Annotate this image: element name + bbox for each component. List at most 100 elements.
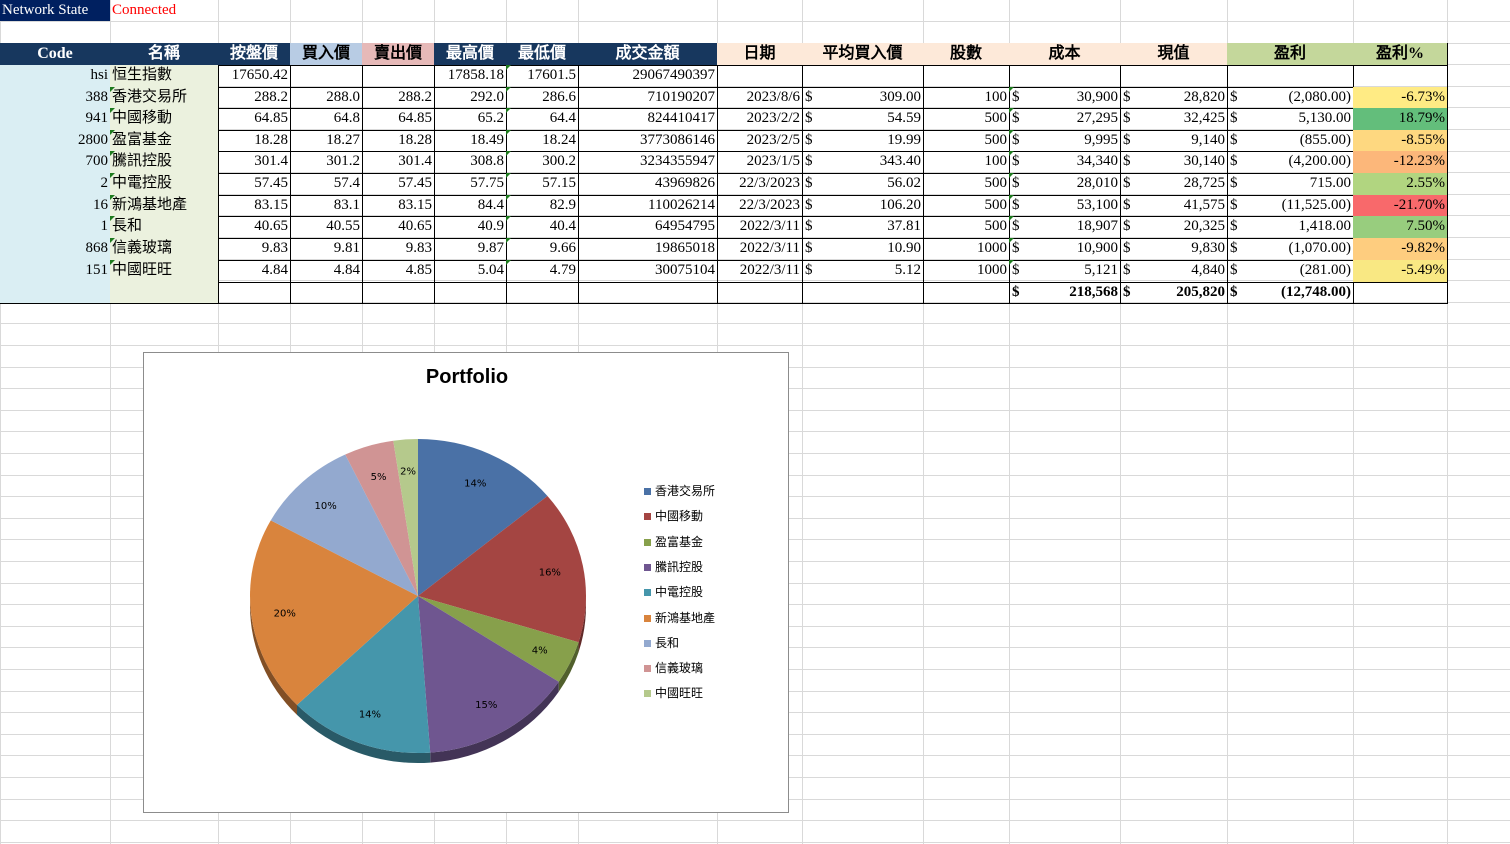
cell-r6-c12[interactable]: $41,575 (1120, 195, 1228, 217)
cell-r8-c4[interactable]: 9.83 (362, 238, 435, 261)
cell-r7-c1[interactable]: 長和 (110, 216, 219, 239)
cell-r6-c0[interactable]: 16 (0, 195, 111, 217)
cell-r9-c13[interactable]: $ (281.00) (1227, 260, 1354, 283)
cell-r8-c6[interactable]: 9.66 (506, 238, 579, 261)
cell-r7-c6[interactable]: 40.4 (506, 216, 579, 239)
total-c5[interactable] (434, 282, 507, 304)
cell-r0-c3[interactable] (290, 65, 363, 88)
cell-r5-c5[interactable]: 57.75 (434, 173, 507, 196)
cell-r8-c12[interactable]: $9,830 (1120, 238, 1228, 261)
cell-r7-c14[interactable]: 7.50% (1353, 216, 1448, 239)
cell-r1-c13[interactable]: $ (2,080.00) (1227, 87, 1354, 109)
cell-r4-c5[interactable]: 308.8 (434, 151, 507, 174)
header-9[interactable]: 平均買入價 (802, 43, 924, 66)
cell-r0-c2[interactable]: 17650.42 (218, 65, 291, 88)
pie-slice-3[interactable] (418, 596, 559, 753)
cell-r1-c10[interactable]: 100 (923, 87, 1010, 109)
total-c0[interactable] (0, 282, 111, 304)
cell-r5-c9[interactable]: $56.02 (802, 173, 924, 196)
cell-r1-c12[interactable]: $28,820 (1120, 87, 1228, 109)
cell-r8-c11[interactable]: $10,900 (1009, 238, 1121, 261)
cell-r9-c0[interactable]: 151 (0, 260, 111, 283)
cell-r3-c9[interactable]: $19.99 (802, 130, 924, 152)
cell-r7-c4[interactable]: 40.65 (362, 216, 435, 239)
cell-r8-c8[interactable]: 2022/3/11 (717, 238, 803, 261)
header-4[interactable]: 賣出價 (362, 43, 435, 66)
cell-r2-c13[interactable]: $5,130.00 (1227, 108, 1354, 131)
cell-r8-c13[interactable]: $ (1,070.00) (1227, 238, 1354, 261)
header-1[interactable]: 名稱 (110, 43, 219, 66)
cell-r1-c14[interactable]: -6.73% (1353, 87, 1448, 109)
cell-r6-c9[interactable]: $106.20 (802, 195, 924, 217)
cell-r3-c10[interactable]: 500 (923, 130, 1010, 152)
cell-r7-c5[interactable]: 40.9 (434, 216, 507, 239)
total-c8[interactable] (717, 282, 803, 304)
cell-r0-c5[interactable]: 17858.18 (434, 65, 507, 88)
pie-slice-6[interactable] (270, 454, 418, 596)
header-13[interactable]: 盈利 (1227, 43, 1354, 66)
cell-r2-c2[interactable]: 64.85 (218, 108, 291, 131)
cell-r0-c8[interactable] (717, 65, 803, 88)
cell-r4-c3[interactable]: 301.2 (290, 151, 363, 174)
cell-r1-c1[interactable]: 香港交易所 (110, 87, 219, 109)
cell-r9-c2[interactable]: 4.84 (218, 260, 291, 283)
cell-r5-c14[interactable]: 2.55% (1353, 173, 1448, 196)
cell-r7-c2[interactable]: 40.65 (218, 216, 291, 239)
cell-r6-c1[interactable]: 新鴻基地產 (110, 195, 219, 217)
cell-r7-c11[interactable]: $18,907 (1009, 216, 1121, 239)
cell-r4-c4[interactable]: 301.4 (362, 151, 435, 174)
cell-r1-c0[interactable]: 388 (0, 87, 111, 109)
pie-slice-2[interactable] (418, 596, 579, 682)
cell-r8-c2[interactable]: 9.83 (218, 238, 291, 261)
cell-r6-c5[interactable]: 84.4 (434, 195, 507, 217)
cell-r9-c10[interactable]: 1000 (923, 260, 1010, 283)
cell-r3-c11[interactable]: $9,995 (1009, 130, 1121, 152)
cell-r0-c9[interactable] (802, 65, 924, 88)
pie-slice-7[interactable] (345, 440, 418, 596)
cell-r8-c1[interactable]: 信義玻璃 (110, 238, 219, 261)
cell-r1-c3[interactable]: 288.0 (290, 87, 363, 109)
cell-r9-c7[interactable]: 30075104 (578, 260, 718, 283)
cell-r4-c2[interactable]: 301.4 (218, 151, 291, 174)
cell-r9-c1[interactable]: 中國旺旺 (110, 260, 219, 283)
cell-r6-c14[interactable]: -21.70% (1353, 195, 1448, 217)
cell-r6-c2[interactable]: 83.15 (218, 195, 291, 217)
cell-r5-c10[interactable]: 500 (923, 173, 1010, 196)
cell-r3-c8[interactable]: 2023/2/5 (717, 130, 803, 152)
cell-r2-c6[interactable]: 64.4 (506, 108, 579, 131)
total-value[interactable]: $205,820 (1120, 282, 1228, 304)
header-2[interactable]: 按盤價 (218, 43, 291, 66)
cell-r8-c7[interactable]: 19865018 (578, 238, 718, 261)
cell-r1-c4[interactable]: 288.2 (362, 87, 435, 109)
cell-r0-c4[interactable] (362, 65, 435, 88)
cell-r0-c11[interactable] (1009, 65, 1121, 88)
cell-r0-c10[interactable] (923, 65, 1010, 88)
cell-r9-c4[interactable]: 4.85 (362, 260, 435, 283)
cell-r2-c11[interactable]: $27,295 (1009, 108, 1121, 131)
total-c10[interactable] (923, 282, 1010, 304)
header-5[interactable]: 最高價 (434, 43, 507, 66)
cell-r4-c12[interactable]: $30,140 (1120, 151, 1228, 174)
cell-r8-c9[interactable]: $10.90 (802, 238, 924, 261)
total-c14[interactable] (1353, 282, 1448, 304)
cell-r0-c13[interactable] (1227, 65, 1354, 88)
total-c2[interactable] (218, 282, 291, 304)
cell-r9-c12[interactable]: $4,840 (1120, 260, 1228, 283)
cell-r3-c7[interactable]: 3773086146 (578, 130, 718, 152)
cell-r5-c8[interactable]: 22/3/2023 (717, 173, 803, 196)
total-c4[interactable] (362, 282, 435, 304)
cell-r6-c11[interactable]: $53,100 (1009, 195, 1121, 217)
total-c1[interactable] (110, 282, 219, 304)
cell-r1-c11[interactable]: $30,900 (1009, 87, 1121, 109)
cell-r3-c1[interactable]: 盈富基金 (110, 130, 219, 152)
cell-r1-c8[interactable]: 2023/8/6 (717, 87, 803, 109)
cell-r7-c3[interactable]: 40.55 (290, 216, 363, 239)
header-0[interactable]: Code (0, 43, 111, 66)
cell-r0-c6[interactable]: 17601.5 (506, 65, 579, 88)
cell-r5-c3[interactable]: 57.4 (290, 173, 363, 196)
cell-r3-c3[interactable]: 18.27 (290, 130, 363, 152)
cell-r7-c0[interactable]: 1 (0, 216, 111, 239)
cell-r4-c13[interactable]: $ (4,200.00) (1227, 151, 1354, 174)
pie-slice-4[interactable] (297, 596, 431, 753)
header-10[interactable]: 股數 (923, 43, 1010, 66)
